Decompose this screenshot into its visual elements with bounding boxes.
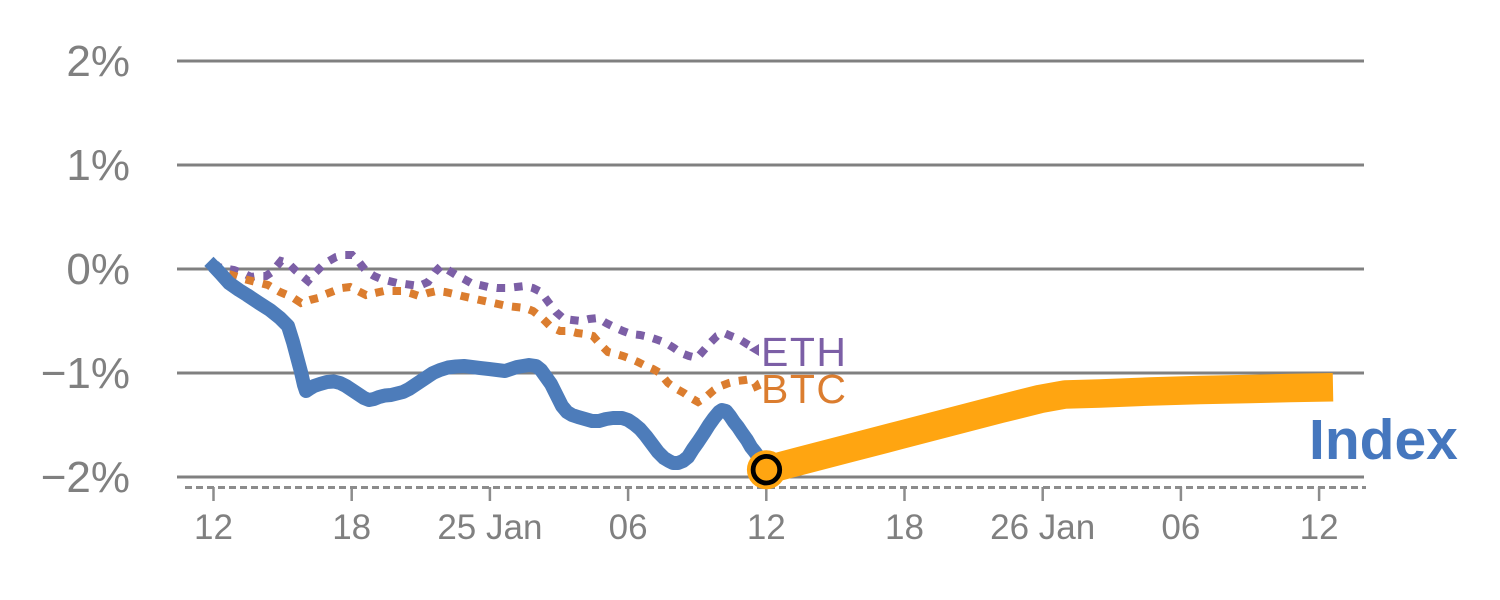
svg-text:Index: Index <box>1309 408 1458 472</box>
svg-text:06: 06 <box>609 508 648 547</box>
svg-text:−1%: −1% <box>41 349 130 398</box>
svg-text:BTC: BTC <box>761 366 848 412</box>
svg-text:25 Jan: 25 Jan <box>437 508 542 547</box>
svg-text:ETH: ETH <box>761 329 848 375</box>
svg-text:12: 12 <box>1300 508 1339 547</box>
svg-text:−2%: −2% <box>41 453 130 502</box>
svg-text:26 Jan: 26 Jan <box>990 508 1095 547</box>
svg-text:06: 06 <box>1161 508 1200 547</box>
svg-text:12: 12 <box>194 508 233 547</box>
svg-text:18: 18 <box>885 508 924 547</box>
svg-text:18: 18 <box>332 508 371 547</box>
svg-text:2%: 2% <box>66 37 130 86</box>
svg-text:12: 12 <box>747 508 786 547</box>
svg-text:1%: 1% <box>66 141 130 190</box>
svg-text:0%: 0% <box>66 245 130 294</box>
